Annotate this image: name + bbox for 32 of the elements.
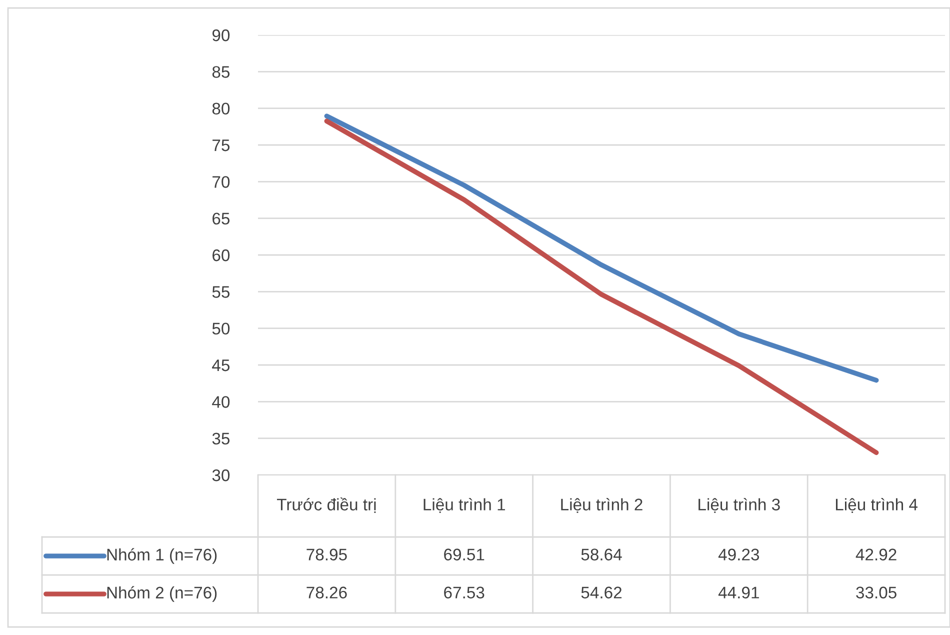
- x-tick-label: Liệu trình 3: [698, 498, 780, 513]
- y-tick-label: 55: [212, 286, 230, 298]
- data-label: 78.95: [306, 548, 347, 560]
- data-label: 49.23: [718, 548, 760, 560]
- y-tick-label: 50: [212, 322, 230, 335]
- x-tick-label: Liệu trình 4: [836, 498, 918, 513]
- data-label: 58.64: [581, 548, 622, 560]
- line-series: [324, 114, 879, 383]
- data-label: 54.62: [581, 586, 622, 598]
- x-tick-label: Liệu trình 2: [561, 498, 642, 513]
- data-label: 42.92: [856, 548, 896, 560]
- line-series: [324, 118, 879, 456]
- data-label: 69.51: [444, 548, 484, 560]
- x-tick-label: Liệu trình 1: [424, 498, 505, 513]
- y-tick-label: 85: [212, 66, 230, 78]
- legend-label: Nhóm 2 (n=76): [107, 586, 217, 602]
- x-tick-label: Trước điều trị: [276, 498, 376, 513]
- y-tick-label: 45: [212, 360, 230, 372]
- legend-label: Nhóm 1 (n=76): [107, 548, 217, 564]
- y-tick-label: 65: [212, 212, 230, 225]
- y-tick-label: 90: [212, 29, 230, 42]
- y-tick-label: 75: [212, 140, 230, 152]
- y-tick-label: 40: [212, 396, 230, 408]
- y-tick-label: 70: [212, 176, 230, 188]
- data-label: 67.53: [444, 586, 484, 598]
- data-label: 33.05: [856, 586, 896, 598]
- y-tick-label: 35: [212, 432, 230, 445]
- y-tick-label: 30: [212, 469, 230, 482]
- y-tick-label: 80: [212, 102, 230, 115]
- data-label: 78.26: [306, 586, 347, 598]
- data-label: 44.91: [718, 586, 759, 598]
- y-tick-label: 60: [212, 249, 230, 262]
